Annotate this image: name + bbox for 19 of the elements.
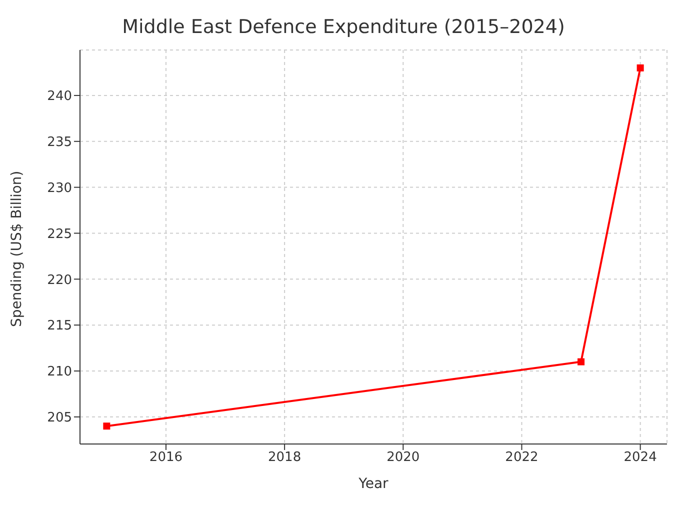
point (636, 64, 644, 72)
x-tick-label: 2024 (624, 450, 657, 466)
y-tick-label: 235 (47, 134, 72, 150)
x-axis-title: Year (358, 476, 389, 492)
y-tick-label: 220 (47, 272, 72, 288)
y-tick-label: 215 (47, 318, 72, 334)
x-tick-label: 2016 (149, 450, 183, 466)
x-tick-label: 2020 (386, 450, 420, 466)
y-axis-title: Spending (US$ Billion) (8, 170, 25, 327)
y-tick-label: 230 (47, 180, 72, 196)
y-tick-label: 225 (47, 226, 72, 242)
y-tick-label: 205 (47, 410, 72, 426)
y-tick-label: 210 (47, 364, 72, 380)
chart-title: Middle East Defence Expenditure (2015–2024) (121, 15, 566, 40)
y-tick-label: 240 (47, 89, 72, 104)
point (103, 422, 110, 430)
point (578, 358, 585, 366)
x-tick-label: 2018 (268, 450, 302, 466)
x-tick-label: 2022 (505, 450, 538, 466)
